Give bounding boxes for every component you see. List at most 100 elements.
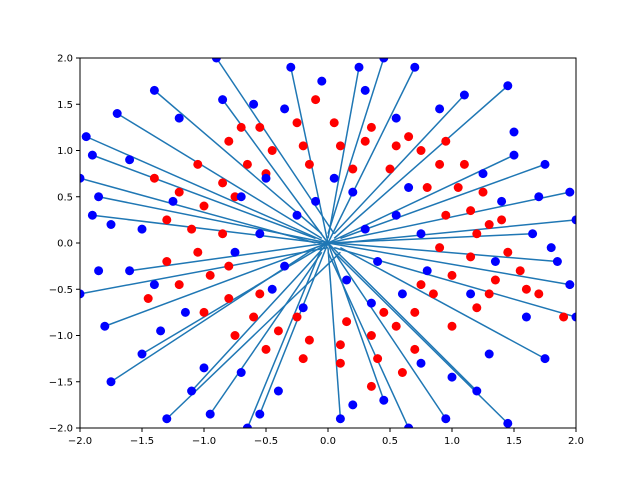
red-point — [273, 326, 283, 336]
red-point — [193, 247, 203, 257]
segment-line — [246, 247, 323, 428]
x-tick-label: 0.0 — [320, 436, 336, 447]
red-point — [416, 280, 426, 290]
red-point — [497, 215, 507, 225]
segment-line — [98, 196, 329, 244]
red-point — [490, 275, 500, 285]
red-point — [249, 312, 259, 322]
blue-point — [236, 192, 246, 202]
red-point — [174, 187, 184, 197]
red-point — [162, 215, 172, 225]
blue-point — [521, 312, 531, 322]
red-point — [447, 270, 457, 280]
blue-point — [261, 173, 271, 183]
red-point — [255, 122, 265, 132]
blue-point — [435, 104, 445, 114]
blue-point — [199, 363, 209, 373]
y-tick-label: −0.5 — [49, 285, 73, 296]
blue-point — [80, 289, 85, 299]
red-point — [149, 173, 159, 183]
x-tick-label: −1.5 — [130, 436, 154, 447]
blue-point — [280, 261, 290, 271]
red-point — [304, 335, 314, 345]
blue-point — [100, 321, 110, 331]
red-point — [472, 229, 482, 239]
red-point — [410, 344, 420, 354]
red-point — [503, 247, 513, 257]
segment-line — [92, 214, 322, 244]
blue-point — [249, 99, 259, 109]
blue-point — [391, 113, 401, 123]
blue-point — [540, 354, 550, 364]
blue-point — [571, 312, 576, 322]
red-point — [459, 159, 469, 169]
blue-point — [218, 95, 228, 105]
red-point — [342, 317, 352, 327]
blue-point — [292, 210, 302, 220]
segment-line — [333, 94, 465, 235]
blue-point — [81, 132, 91, 142]
red-point — [478, 187, 488, 197]
blue-point — [410, 62, 420, 72]
red-point — [466, 206, 476, 216]
red-points-layer — [143, 95, 569, 391]
blue-point — [546, 243, 556, 253]
red-point — [397, 368, 407, 377]
blue-point — [552, 257, 562, 266]
red-point — [466, 252, 476, 262]
red-point — [484, 220, 494, 229]
red-point — [218, 178, 228, 188]
blue-point — [366, 298, 376, 308]
red-point — [292, 312, 302, 322]
blue-point — [466, 289, 476, 299]
red-point — [218, 229, 228, 239]
red-point — [366, 122, 376, 132]
segment-line — [191, 242, 329, 392]
blue-point — [236, 368, 246, 377]
red-point — [366, 331, 376, 340]
segment-line — [340, 246, 546, 360]
segment-line — [340, 219, 576, 244]
blue-points-layer — [80, 58, 576, 428]
blue-point — [94, 266, 104, 276]
segment-line — [116, 112, 323, 240]
segments-layer — [80, 58, 576, 428]
red-point — [428, 289, 438, 299]
blue-point — [534, 192, 544, 202]
red-point — [199, 201, 209, 211]
blue-point — [497, 196, 507, 206]
blue-point — [397, 289, 407, 299]
blue-point — [280, 104, 290, 114]
blue-point — [509, 150, 519, 160]
red-point — [453, 183, 463, 192]
segment-line — [104, 242, 329, 327]
blue-point — [484, 349, 494, 359]
blue-point — [180, 307, 190, 317]
segment-line — [259, 242, 329, 415]
red-point — [267, 146, 277, 155]
blue-point — [503, 81, 513, 91]
y-axis: −2.0 −1.5 −1.0 −0.5 0.0 0.5 1.0 1.5 2.0 — [49, 54, 80, 435]
segment-line — [327, 242, 570, 286]
blue-point — [298, 303, 308, 313]
red-point — [385, 164, 395, 174]
red-point — [515, 266, 525, 276]
red-point — [441, 136, 451, 146]
y-tick-label: 0.0 — [57, 239, 73, 250]
blue-point — [571, 215, 576, 225]
x-axis: −2.0 −1.5 −1.0 −0.5 0.0 0.5 1.0 1.5 2.0 — [68, 428, 584, 447]
y-tick-label: 1.5 — [57, 100, 73, 111]
blue-point — [422, 266, 432, 276]
red-point — [187, 224, 197, 234]
blue-point — [162, 414, 172, 424]
red-point — [224, 261, 234, 271]
blue-point — [255, 409, 265, 419]
red-point — [230, 192, 240, 202]
segment-line — [327, 66, 416, 244]
red-point — [335, 340, 345, 350]
red-point — [435, 159, 445, 169]
segment-line — [333, 85, 509, 239]
segment-line — [340, 163, 546, 240]
red-point — [205, 270, 215, 280]
